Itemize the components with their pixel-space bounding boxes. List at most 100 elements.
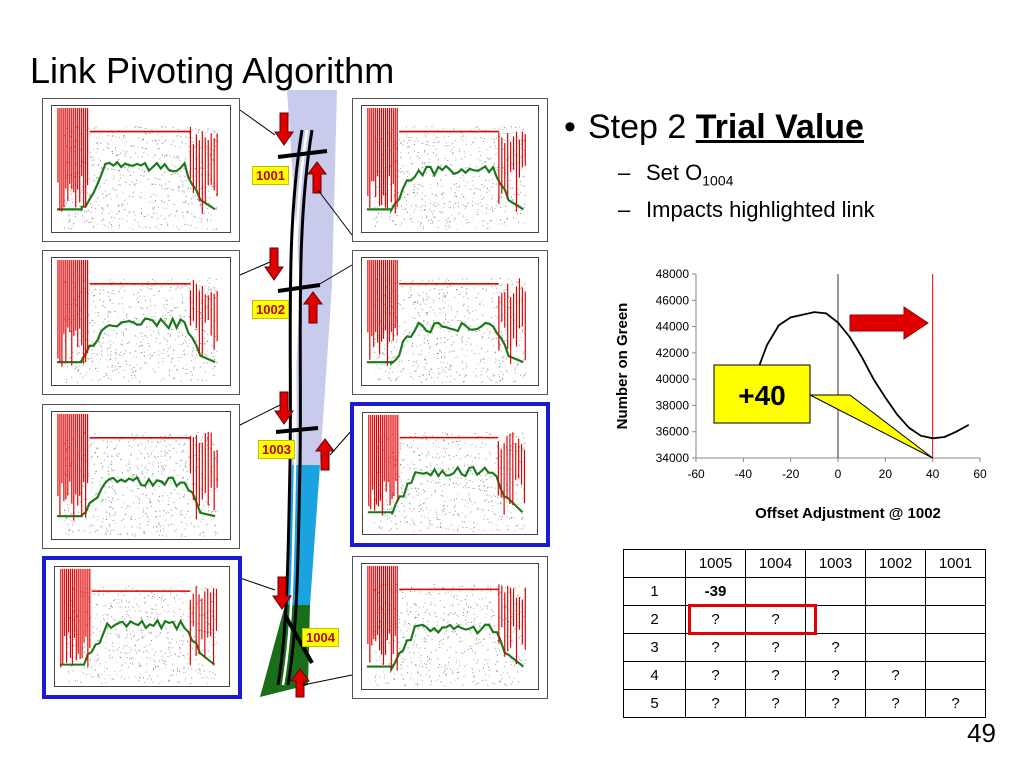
- down-arrow-icon: [264, 247, 284, 281]
- table-cell: [925, 661, 986, 690]
- y-tick-label: 44000: [656, 320, 690, 334]
- timespace-plot: [56, 107, 218, 230]
- table-cell: ?: [805, 689, 866, 718]
- green-band-trace: [56, 315, 216, 364]
- intersection-label-1004: 1004: [302, 628, 339, 647]
- scatter-texture: [373, 277, 527, 384]
- up-arrow-icon: [315, 438, 335, 471]
- intersection-label-1002: 1002: [252, 300, 289, 319]
- timespace-panel-1003-downstream-highlighted: [350, 402, 550, 547]
- crossbar-1004: [283, 614, 314, 664]
- table-cell: ?: [805, 661, 866, 690]
- table-row: 1 -39: [623, 577, 986, 606]
- x-tick-label: 60: [973, 467, 987, 481]
- timespace-plot: [56, 413, 218, 538]
- data-point: [778, 324, 780, 327]
- y-tick-label: 34000: [656, 451, 690, 465]
- timespace-plot: [59, 568, 218, 684]
- data-point: [837, 321, 839, 324]
- road-edge-right: [286, 129, 314, 686]
- table-cell: [925, 577, 986, 606]
- up-arrow-icon: [307, 161, 327, 194]
- timespace-plot: [366, 565, 526, 687]
- table-cell: ?: [925, 689, 986, 718]
- table-header-cell: 1001: [925, 549, 986, 578]
- table-cell: 5: [623, 689, 686, 718]
- data-point: [967, 424, 969, 426]
- table-cell: ?: [745, 633, 806, 662]
- data-point: [813, 311, 816, 313]
- table-cell: -39: [685, 577, 746, 606]
- crossbar-1001: [277, 149, 328, 159]
- data-point: [801, 313, 804, 316]
- table-header-cell: 1005: [685, 549, 746, 578]
- red-queue-trace: [367, 565, 526, 671]
- red-queue-trace: [57, 413, 218, 521]
- red-queue-trace: [368, 414, 526, 516]
- data-point: [920, 434, 922, 437]
- timespace-plot: [366, 259, 527, 384]
- sub-bullet-impacts-text: Impacts highlighted link: [646, 197, 875, 222]
- green-band-trace: [367, 465, 524, 515]
- data-point: [908, 427, 910, 429]
- table-cell: ?: [805, 633, 866, 662]
- callout-label: +40: [738, 380, 786, 411]
- table-cell: ?: [745, 661, 806, 690]
- table-cell: ?: [685, 661, 746, 690]
- green-band-trace: [366, 623, 525, 674]
- table-row: 3???: [623, 633, 986, 662]
- data-point: [943, 436, 946, 438]
- x-tick-label: 40: [926, 467, 940, 481]
- table-cell: ?: [685, 689, 746, 718]
- table-cell: [925, 605, 986, 634]
- dash-icon: –: [618, 160, 631, 185]
- y-tick-label: 42000: [656, 346, 690, 360]
- red-queue-trace: [57, 107, 218, 214]
- table-cell: [925, 633, 986, 662]
- shift-right-arrow-icon: [849, 306, 929, 340]
- table-header-row: 1005 1004 1003 1002 1001: [623, 549, 986, 578]
- green-band-trace: [59, 618, 216, 666]
- sub-bullet-subscript: 1004: [702, 172, 734, 189]
- table-header-cell: [623, 549, 686, 578]
- bullet-trial-value: Trial Value: [695, 108, 864, 146]
- table-cell: [865, 605, 926, 634]
- table-cell: ?: [865, 689, 926, 718]
- green-band-trace: [366, 321, 524, 366]
- data-point: [825, 312, 827, 315]
- red-queue-trace: [367, 107, 526, 214]
- slide-title: Link Pivoting Algorithm: [30, 50, 395, 91]
- callout-box: [713, 364, 811, 424]
- y-tick-label: 46000: [656, 293, 690, 307]
- timespace-plot: [56, 259, 218, 383]
- data-point: [766, 344, 768, 346]
- sub-bullet-set-text: Set O: [646, 160, 703, 185]
- bullet-step-2: • Step 2 Trial Value: [564, 108, 864, 147]
- offset-table: 1005 1004 1003 1002 1001 1 -39 2?? 3??? 4???? 5???…: [623, 549, 986, 718]
- table-header-cell: 1002: [865, 549, 926, 578]
- table-header-cell: 1003: [805, 549, 866, 578]
- table-cell: ?: [865, 661, 926, 690]
- sub-bullet-set-offset: – Set O1004: [618, 160, 733, 188]
- data-point: [860, 356, 863, 358]
- corridor-diagram: [260, 90, 337, 698]
- table-row: 5?????: [623, 689, 986, 718]
- intersection-label-1001: 1001: [252, 166, 289, 185]
- timespace-panel-1004-downstream: [352, 556, 548, 699]
- y-tick-label: 38000: [656, 398, 690, 412]
- red-queue-trace: [57, 259, 218, 367]
- panel-leader-lines: [239, 109, 353, 686]
- data-point: [849, 336, 851, 338]
- timespace-plot: [366, 107, 526, 230]
- green-band-trace: [56, 160, 216, 211]
- y-axis-title: Number on Green: [614, 303, 631, 430]
- table-cell: ?: [685, 633, 746, 662]
- data-point: [955, 430, 958, 433]
- table-header-cell: 1004: [745, 549, 806, 578]
- data-point: [872, 378, 875, 380]
- table-cell: [865, 577, 926, 606]
- scatter-texture: [64, 277, 218, 383]
- red-queue-trace: [60, 568, 218, 668]
- scatter-texture: [63, 125, 218, 230]
- trial-highlight-box: [688, 604, 817, 635]
